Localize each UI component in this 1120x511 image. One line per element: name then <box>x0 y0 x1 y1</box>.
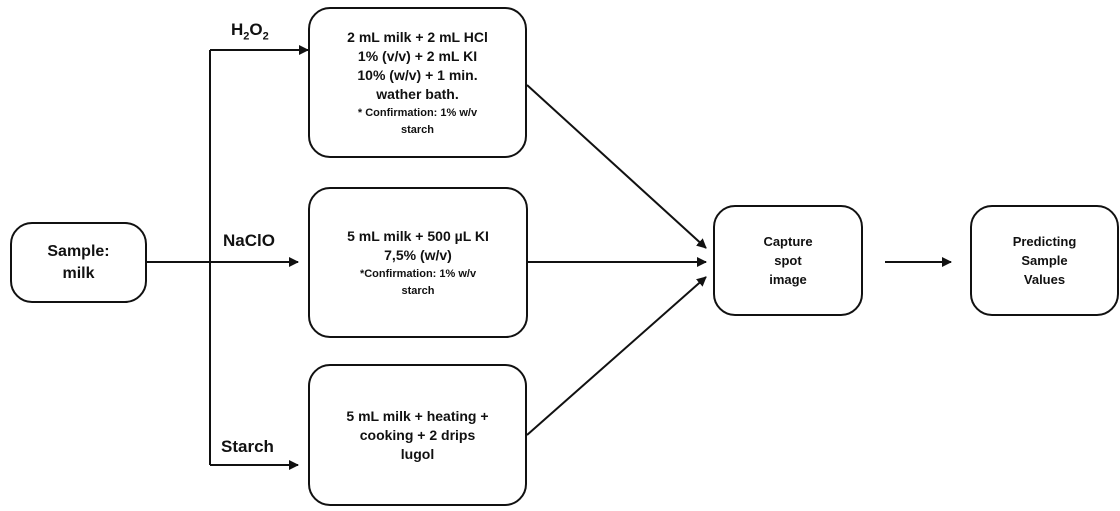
capture-line-3: image <box>769 272 807 287</box>
capture-line-1: Capture <box>763 234 813 249</box>
h2o2-line-4: wather bath. <box>376 85 459 102</box>
starch-procedure-box: 5 mL milk + heating + cooking + 2 drips … <box>308 364 527 506</box>
predict-line-3: Values <box>1023 272 1066 287</box>
naclo-note-2: starch <box>401 284 435 297</box>
starch-line-3: lugol <box>400 445 435 462</box>
capture-spot-image-box: Capture spot image <box>713 205 863 316</box>
h2o2-procedure-box: 2 mL milk + 2 mL HCl 1% (v/v) + 2 mL KI … <box>308 7 527 158</box>
branch-label-starch: Starch <box>221 437 274 456</box>
h2o2-note-1: * Confirmation: 1% w/v <box>357 106 478 119</box>
sample-box: Sample: milk <box>10 222 147 303</box>
naclo-procedure-box: 5 mL milk + 500 µL KI 7,5% (w/v) *Confir… <box>308 187 528 338</box>
h2o2-label-o: O <box>249 20 263 39</box>
predict-line-1: Predicting <box>1012 234 1077 249</box>
predict-line-2: Sample <box>1021 253 1068 268</box>
arrow-h2o2-to-capture <box>526 84 707 249</box>
sample-line-2: milk <box>62 264 95 282</box>
naclo-line-2: 7,5% (w/v) <box>384 246 452 263</box>
starch-line-1: 5 mL milk + heating + <box>346 407 489 424</box>
predicting-sample-values-box: Predicting Sample Values <box>970 205 1119 316</box>
starch-line-2: cooking + 2 drips <box>359 426 476 443</box>
h2o2-line-1: 2 mL milk + 2 mL HCl <box>347 28 488 45</box>
naclo-note-1: *Confirmation: 1% w/v <box>359 267 477 280</box>
h2o2-line-3: 10% (w/v) + 1 min. <box>357 66 478 83</box>
h2o2-line-2: 1% (v/v) + 2 mL KI <box>357 47 478 64</box>
branch-label-h2o2: H2O2 <box>231 20 269 42</box>
arrow-starch-to-capture <box>526 276 707 436</box>
h2o2-note-2: starch <box>400 123 435 136</box>
h2o2-label-sub1: 2 <box>243 30 250 43</box>
capture-line-2: spot <box>774 253 802 268</box>
naclo-line-1: 5 mL milk + 500 µL KI <box>347 227 489 244</box>
branch-label-naclo: NaClO <box>223 231 275 250</box>
sample-line-1: Sample: <box>47 242 110 260</box>
h2o2-label-sub2: 2 <box>262 30 269 43</box>
h2o2-label-h: H <box>231 20 244 39</box>
